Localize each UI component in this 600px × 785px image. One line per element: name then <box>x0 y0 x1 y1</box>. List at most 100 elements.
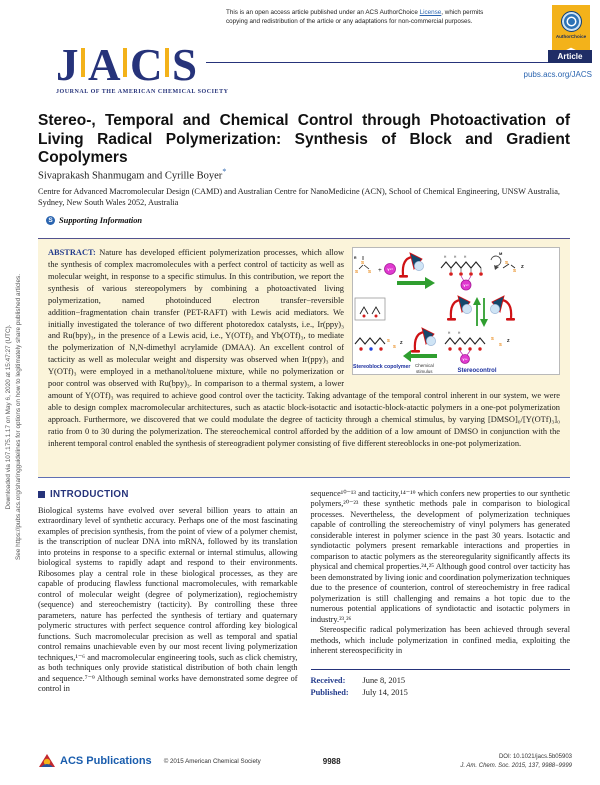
dates-box: Received: June 8, 2015 Published: July 14,… <box>310 668 571 699</box>
svg-text:stimulus: stimulus <box>416 369 433 374</box>
atom-label: S <box>513 268 516 273</box>
jacs-logo-letters: J A C S <box>56 40 229 90</box>
intro-paragraph-col2: sequence¹⁰⁻¹³ and tacticity,¹⁴⁻¹⁹ which … <box>310 489 571 624</box>
atom-label: S <box>505 260 508 265</box>
journal-url-link[interactable]: pubs.acs.org/JACS <box>523 70 592 79</box>
logo-letter-j: J <box>56 40 78 90</box>
abstract-paragraph: ABSTRACT: Nature has developed efficient… <box>48 247 560 450</box>
intro-paragraph-col1: Biological systems have evolved over sev… <box>38 506 298 693</box>
download-note-line1: Downloaded via 107.175.1.17 on May 6, 20… <box>5 324 12 510</box>
atom-label: S <box>355 269 358 274</box>
author-names: Sivaprakash Shanmugam and Cyrille Boyer <box>38 170 223 182</box>
green-arrow-left-icon <box>403 350 437 362</box>
notice-text-before-link: This is an open access article published… <box>226 9 420 16</box>
group-label: Z <box>400 340 403 345</box>
logo-letter-a: A <box>88 40 120 90</box>
atom-label: H <box>454 255 457 259</box>
license-link[interactable]: License <box>419 9 442 16</box>
atom-label: S <box>361 260 364 265</box>
acs-publications-logo: ACS Publications <box>38 753 152 768</box>
received-date: June 8, 2015 <box>362 675 406 685</box>
abstract-text: Nature has developed efficient polymeriz… <box>48 248 560 448</box>
lewis-acid-ion: Y³⁺ <box>384 263 396 275</box>
gold-divider-icon <box>81 48 85 77</box>
atom-label: R <box>354 256 357 260</box>
atom-label: H <box>444 255 447 259</box>
group-label: Z <box>521 264 524 269</box>
article-authors: Sivaprakash Shanmugam and Cyrille Boyer* <box>38 167 226 182</box>
raft-end-group: S S Z <box>502 260 524 273</box>
atom-label: S <box>491 336 494 341</box>
jacs-logo: J A C S JOURNAL OF THE AMERICAN CHEMICAL… <box>56 40 229 95</box>
dates-rule <box>310 668 570 670</box>
journal-tagline: JOURNAL OF THE AMERICAN CHEMICAL SOCIETY <box>56 88 229 95</box>
supporting-information-icon: S <box>46 216 55 225</box>
logo-letter-c: C <box>130 40 162 90</box>
introduction-heading: INTRODUCTION <box>38 489 298 500</box>
published-date: July 14, 2015 <box>362 687 408 697</box>
green-arrow-right-icon <box>397 277 435 289</box>
monomer-box <box>354 297 386 321</box>
toc-graphic-svg: R S S S + Y³⁺ H <box>353 251 524 374</box>
stereoblock-label: Stereoblock copolymer <box>353 364 410 370</box>
article-body: INTRODUCTION Biological systems have evo… <box>38 489 570 699</box>
monomer-label: M <box>499 251 503 256</box>
lamp-icon <box>397 251 425 279</box>
svg-text:Y³⁺: Y³⁺ <box>387 267 393 272</box>
atom-label: H <box>464 255 467 259</box>
atom-label: S <box>368 269 371 274</box>
polymer-chain-coordinated: H H H Y³⁺ <box>440 255 483 291</box>
acs-publications-logo-icon <box>39 754 55 767</box>
atom-label: H <box>458 331 461 335</box>
notice-text-after-link: , which permits copying and redistributi… <box>226 9 484 26</box>
supporting-information-label: Supporting Information <box>59 216 143 225</box>
lamp-icon <box>445 294 473 322</box>
equilibrium-arrows-icon <box>473 297 488 327</box>
open-access-logo-icon <box>560 11 582 32</box>
stereocontrol-label: Stereocontrol <box>457 368 496 374</box>
doi-text: DOI: 10.1021/jacs.5b05903 <box>498 754 572 760</box>
toc-graphic: R S S S + Y³⁺ H <box>352 247 560 375</box>
introduction-heading-label: INTRODUCTION <box>50 489 129 500</box>
logo-letter-s: S <box>172 40 197 90</box>
atom-label: S <box>499 342 502 347</box>
article-affiliation: Centre for Advanced Macromolecular Desig… <box>38 187 560 208</box>
masthead-rule <box>206 62 592 63</box>
page-footer: ACS Publications © 2015 American Chemica… <box>38 753 572 771</box>
gold-divider-icon <box>165 48 169 77</box>
ion-label: Y³⁺ <box>462 358 468 362</box>
supporting-information-link[interactable]: S Supporting Information <box>46 216 142 225</box>
download-provenance-note: Downloaded via 107.175.1.17 on May 6, 20… <box>4 186 25 648</box>
chemical-stimulus-label: Chemical stimulus <box>415 363 434 374</box>
atom-label: S <box>387 338 390 343</box>
atom-label: H <box>448 331 451 335</box>
published-label: Published: <box>310 687 349 697</box>
page-number: 9988 <box>322 757 341 766</box>
copyright-text: © 2015 American Chemical Society <box>163 758 261 765</box>
download-note-line2: See https://pubs.acs.org/sharingguidelin… <box>15 274 23 560</box>
polymer-chain-stereocontrol: H H Y³⁺ S S Z <box>444 331 510 364</box>
right-column: sequence¹⁰⁻¹³ and tacticity,¹⁴⁻¹⁹ which … <box>310 489 571 699</box>
section-bullet-icon <box>38 491 45 498</box>
ion-label: Y³⁺ <box>463 284 469 288</box>
group-label: Z <box>507 338 510 343</box>
received-label: Received: <box>310 675 346 685</box>
atom-label: S <box>393 344 396 349</box>
gold-divider-icon <box>123 48 127 77</box>
polymer-chain-stereoblock: S S Z <box>354 337 403 351</box>
plus-sign: + <box>378 267 382 274</box>
raft-agent-structure: R S S S <box>354 256 371 274</box>
lamp-icon <box>409 326 437 354</box>
received-row: Received: June 8, 2015 <box>311 675 571 687</box>
corresponding-author-asterisk: * <box>222 167 227 176</box>
citation-text: J. Am. Chem. Soc. 2015, 137, 9988−9999 <box>460 763 572 769</box>
acs-publications-label: ACS Publications <box>60 754 152 767</box>
doi-block: DOI: 10.1021/jacs.5b05903 J. Am. Chem. S… <box>460 753 572 771</box>
article-type-badge: Article <box>548 50 592 63</box>
published-row: Published: July 14, 2015 <box>311 687 571 699</box>
svg-text:Chemical: Chemical <box>415 363 434 368</box>
monomer-addition-arrow: M <box>490 251 503 270</box>
abstract-section: R S S S + Y³⁺ H <box>38 238 570 478</box>
lamp-icon <box>489 294 517 322</box>
